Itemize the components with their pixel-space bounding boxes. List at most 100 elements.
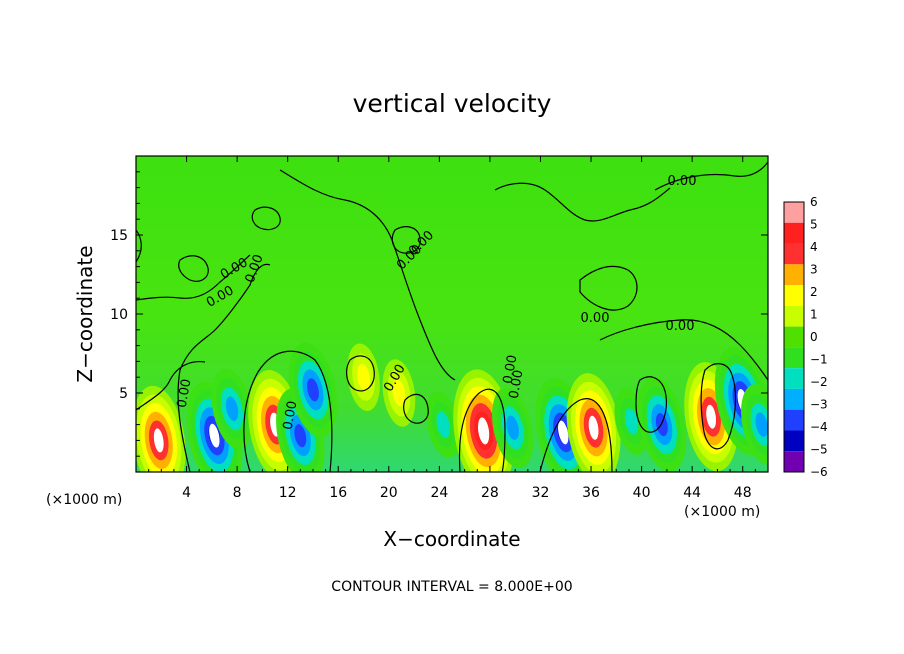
colorbar-label: 1 — [810, 308, 818, 322]
contour-label: 0.00 — [281, 400, 301, 431]
colorbar-swatch — [784, 368, 804, 389]
y-axis-ticks: 5 10 15 — [110, 171, 768, 457]
contour-label: 0.00 — [175, 378, 195, 409]
x-tick-label: 12 — [279, 485, 297, 501]
velocity-level — [624, 408, 639, 435]
colorbar-swatch — [784, 347, 804, 369]
x-tick-label: 24 — [430, 485, 448, 501]
colorbar-label: −1 — [810, 353, 828, 367]
colorbar-label: −3 — [810, 398, 828, 412]
velocity-level — [506, 415, 519, 440]
colorbar-frame — [783, 201, 805, 473]
contour-line — [178, 255, 209, 282]
velocity-cell — [741, 384, 768, 465]
velocity-field — [136, 342, 768, 472]
colorbar-label: 0 — [810, 330, 818, 344]
colorbar-swatch — [784, 305, 804, 327]
contour-label: 0.00 — [668, 174, 697, 189]
velocity-cell — [637, 377, 687, 472]
contour-line — [458, 388, 506, 472]
velocity-cell — [288, 342, 338, 438]
x-tick-label: 32 — [532, 485, 550, 501]
x-tick-label: 36 — [582, 485, 600, 501]
velocity-core — [209, 423, 220, 448]
colorbar-swatch — [784, 388, 804, 410]
contour-line — [136, 229, 142, 263]
velocity-core — [153, 428, 164, 453]
contour-label: 0.00 — [507, 369, 527, 400]
velocity-level — [655, 413, 668, 437]
contour-line — [599, 319, 768, 381]
contour-line — [579, 265, 638, 311]
colorbar-swatch — [784, 451, 804, 472]
colorbar-label: 4 — [810, 240, 818, 254]
colorbar-label: 5 — [810, 218, 818, 232]
velocity-core — [588, 415, 599, 440]
colorbar-label: −6 — [810, 465, 828, 479]
colorbar-swatch — [784, 430, 804, 452]
y-unit-label: (×1000 m) — [46, 492, 122, 508]
contour-line — [635, 376, 667, 433]
colorbar-swatch — [784, 264, 804, 286]
velocity-level — [225, 396, 239, 421]
velocity-core — [558, 420, 569, 445]
velocity-core — [706, 404, 717, 429]
colorbar-swatch — [784, 409, 804, 431]
x-tick-label: 44 — [683, 485, 701, 501]
y-tick-label: 10 — [110, 307, 128, 323]
contour-label: 0.00 — [666, 319, 695, 334]
colorbar-label: 3 — [810, 263, 818, 277]
y-axis-label: Z−coordinate — [73, 245, 97, 382]
colorbar-swatch — [784, 222, 804, 244]
contour-line — [403, 393, 429, 424]
y-tick-label: 5 — [119, 386, 128, 402]
velocity-cell — [211, 368, 253, 450]
colorbar-label: 2 — [810, 285, 818, 299]
contour-label: 0.00 — [581, 311, 610, 326]
x-tick-label: 4 — [182, 485, 191, 501]
velocity-cell — [136, 385, 186, 472]
contour-line — [243, 350, 333, 472]
contour-interval-note: CONTOUR INTERVAL = 8.000E+00 — [331, 579, 572, 595]
colorbar-swatch — [784, 285, 804, 306]
x-tick-label: 48 — [734, 485, 752, 501]
colorbar-label: −5 — [810, 443, 828, 457]
contour-line — [539, 398, 613, 472]
y-tick-label: 15 — [110, 228, 128, 244]
chart-title: vertical velocity — [353, 89, 552, 118]
velocity-level — [307, 378, 319, 402]
contour-line — [136, 360, 206, 411]
colorbar-swatch — [784, 202, 804, 223]
colorbar-swatch — [784, 326, 804, 348]
x-tick-label: 20 — [380, 485, 398, 501]
contour-line — [654, 161, 768, 191]
velocity-cell — [492, 387, 534, 469]
x-tick-label: 8 — [233, 485, 242, 501]
contour-line — [494, 182, 671, 222]
velocity-cell — [382, 359, 416, 427]
contour-line — [251, 206, 281, 231]
x-tick-label: 40 — [633, 485, 651, 501]
colorbar-label: −4 — [810, 420, 828, 434]
colorbar-label: −2 — [810, 375, 828, 389]
contour-line — [177, 263, 271, 472]
velocity-level — [357, 363, 370, 391]
velocity-level — [392, 379, 406, 407]
contour-line — [391, 226, 421, 254]
colorbar-label: 6 — [810, 195, 818, 209]
contour-label: 0.00 — [501, 354, 521, 385]
contour-line — [136, 254, 251, 301]
x-axis-ticks: 4 8 12 16 20 24 28 32 36 40 44 48 — [148, 156, 756, 501]
velocity-level — [755, 412, 768, 437]
x-unit-label: (×1000 m) — [684, 504, 760, 520]
colorbar-swatch — [784, 243, 804, 265]
x-tick-label: 16 — [329, 485, 347, 501]
contour-line — [346, 355, 375, 392]
velocity-core — [478, 417, 490, 445]
velocity-level — [436, 411, 450, 438]
velocity-cell — [426, 391, 461, 459]
x-tick-label: 28 — [481, 485, 499, 501]
plot-area: 0.000.000.000.000.000.000.000.000.000.00… — [135, 155, 769, 473]
contour-line — [700, 363, 737, 450]
